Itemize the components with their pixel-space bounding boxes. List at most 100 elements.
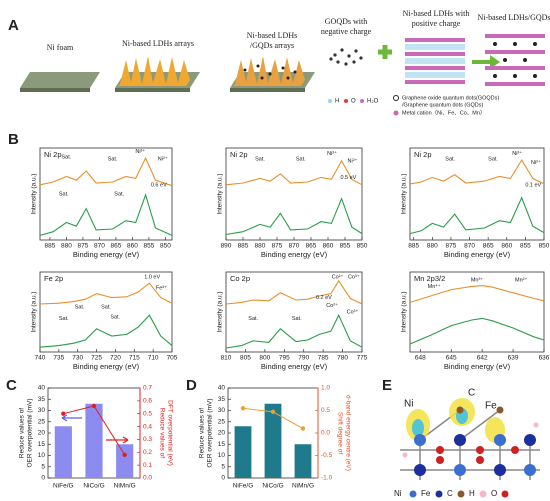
- legend-text: Fe: [421, 489, 431, 498]
- x-tick-label: 870: [289, 243, 300, 250]
- x-tick-label: 715: [129, 355, 140, 362]
- legend-marker: [328, 99, 332, 103]
- panel-letter: A: [8, 17, 19, 34]
- legend-marker: [344, 99, 348, 103]
- y2-tick-label: 0.6: [143, 398, 152, 405]
- annotation: Co³⁺: [348, 273, 360, 280]
- x-tick-label: NiCo/G: [262, 483, 283, 490]
- bar: [85, 403, 103, 478]
- x-tick-label: 642: [477, 355, 488, 362]
- x-tick-label: 860: [127, 243, 138, 250]
- y-tick-label: 30: [218, 407, 226, 414]
- annotation: Sat.: [75, 305, 85, 311]
- atom-label: C: [468, 388, 475, 399]
- legend-marker: [501, 490, 509, 498]
- x-tick-label: 636: [539, 355, 550, 362]
- x-tick-label: 648: [415, 355, 426, 362]
- legend-text: Metal cation（Ni、Fe、Co、Mn）: [402, 109, 485, 116]
- y-tick-label: 15: [218, 441, 226, 448]
- y-tick-label: 30: [38, 407, 46, 414]
- x-axis-label: Binding energy (eV): [73, 362, 140, 371]
- x-tick-label: NiCo/G: [83, 483, 104, 490]
- slab: [230, 88, 305, 92]
- annotation: Sat.: [62, 155, 72, 161]
- y2-tick-label: 0.0: [321, 430, 330, 437]
- annotation: Sat.: [248, 316, 258, 322]
- x-tick-label: 875: [446, 243, 457, 250]
- x-tick-label: 725: [91, 355, 102, 362]
- bar: [294, 444, 312, 478]
- arrow: [61, 414, 82, 422]
- y2-axis-label: Reduce values of: [158, 408, 165, 458]
- annotation: Mn²⁺: [515, 276, 527, 283]
- y2-axis-label: d-band energy centre (eV): [344, 395, 351, 471]
- x-tick-label: 790: [298, 355, 309, 362]
- x-tick-label: 795: [279, 355, 290, 362]
- x-tick-label: 865: [483, 243, 494, 250]
- y2-tick-label: -0.5: [321, 452, 333, 459]
- y-tick-label: 25: [218, 418, 226, 425]
- bar: [264, 403, 282, 478]
- x-tick-label: NiMn/G: [114, 483, 136, 490]
- charge-density: [412, 419, 424, 437]
- schematic-label: negative charge: [321, 27, 372, 36]
- x-tick-label: 785: [318, 355, 329, 362]
- annotation: Mn³⁺: [471, 276, 483, 283]
- y-axis-label: Intensity (a.u.): [217, 173, 224, 214]
- x-axis-label: Binding energy (eV): [444, 250, 511, 259]
- annotation: 0.5 eV: [340, 175, 356, 181]
- legend-marker: [457, 490, 465, 498]
- spectrum-line: [39, 193, 173, 236]
- y-axis-label: Intensity (a.u.): [31, 291, 38, 332]
- legend-text: C: [447, 489, 453, 498]
- x-tick-label: 875: [272, 243, 283, 250]
- y-tick-label: 5: [221, 463, 225, 470]
- x-tick-label: 870: [94, 243, 105, 250]
- y2-tick-label: 0.0: [143, 475, 152, 482]
- chart-title: Mn 2p3/2: [414, 274, 445, 283]
- x-tick-label: NiMn/G: [292, 483, 314, 490]
- quantum-dots: [243, 64, 297, 80]
- schematic: Ni foam Ni-based LDHs arrays Ni-based LD…: [20, 9, 550, 116]
- x-tick-label: 855: [520, 243, 531, 250]
- annotation: Sat.: [445, 156, 455, 162]
- point: [122, 452, 127, 458]
- atom-label: Ni: [404, 399, 413, 410]
- schematic-label: Ni-based LDHs with: [403, 9, 470, 18]
- x-tick-label: 865: [110, 243, 121, 250]
- bar: [234, 426, 252, 478]
- x-tick-label: 850: [357, 243, 368, 250]
- x-tick-label: 870: [464, 243, 475, 250]
- x-tick-label: 855: [340, 243, 351, 250]
- plot-frame: [39, 271, 173, 353]
- annotation: Sat.: [101, 305, 111, 311]
- point: [300, 426, 306, 431]
- x-tick-label: 805: [240, 355, 251, 362]
- legend-marker: [479, 490, 487, 498]
- annotation: Sat.: [114, 191, 124, 197]
- annotation: Sat.: [59, 316, 69, 322]
- legend-text: H: [335, 99, 339, 105]
- y2-tick-label: 1.0: [321, 385, 330, 392]
- atom-label: Fe: [485, 401, 497, 412]
- plot-frame: [409, 147, 545, 241]
- x-tick-label: 880: [255, 243, 266, 250]
- schematic-label: Ni-based LDHs arrays: [122, 39, 194, 48]
- atoms: [402, 406, 539, 476]
- x-tick-label: 885: [238, 243, 249, 250]
- schematic-label: Ni-based LDHs/GQDs: [477, 13, 550, 22]
- x-tick-label: 850: [539, 243, 550, 250]
- x-tick-label: 875: [77, 243, 88, 250]
- spectrum-line: [409, 158, 545, 185]
- ldh-layers: [405, 38, 465, 84]
- y-tick-label: 25: [38, 418, 46, 425]
- plot-frame: [409, 271, 545, 353]
- panel-letter: D: [186, 377, 197, 394]
- y2-tick-label: 0.2: [143, 449, 152, 456]
- panel-letter: B: [8, 131, 19, 148]
- x-tick-label: 710: [148, 355, 159, 362]
- y-tick-label: 0: [41, 475, 45, 482]
- annotation: Ni²⁺: [158, 155, 168, 162]
- y-tick-label: 15: [38, 441, 46, 448]
